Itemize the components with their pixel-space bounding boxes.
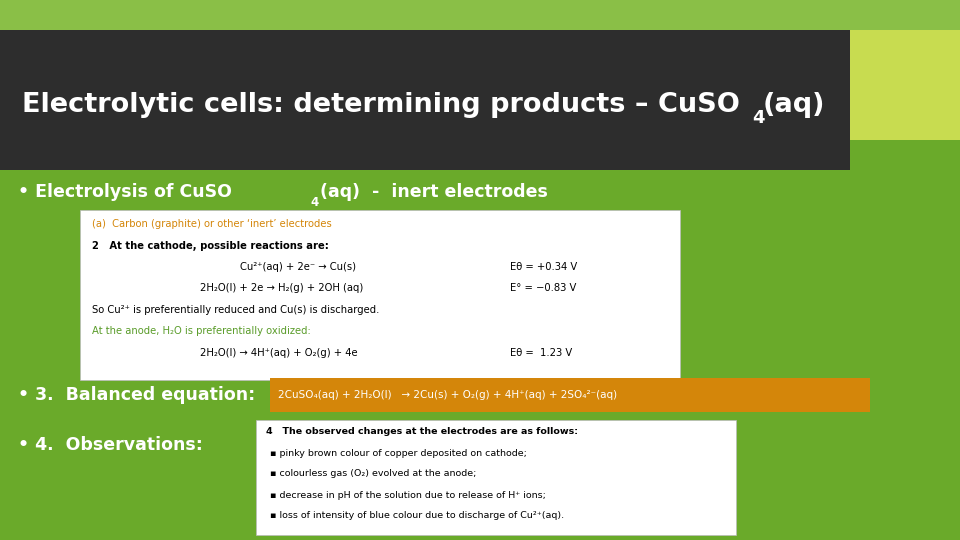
Text: (a)  Carbon (graphite) or other ‘inert’ electrodes: (a) Carbon (graphite) or other ‘inert’ e… (92, 219, 332, 229)
Text: Cu²⁺(aq) + 2e⁻ → Cu(s): Cu²⁺(aq) + 2e⁻ → Cu(s) (240, 262, 356, 272)
Text: Eθ =  1.23 V: Eθ = 1.23 V (510, 348, 572, 358)
Text: 2H₂O(l) → 4H⁺(aq) + O₂(g) + 4e: 2H₂O(l) → 4H⁺(aq) + O₂(g) + 4e (200, 348, 358, 358)
Text: ▪ loss of intensity of blue colour due to discharge of Cu²⁺(aq).: ▪ loss of intensity of blue colour due t… (270, 511, 564, 521)
Text: • 4.  Observations:: • 4. Observations: (18, 436, 203, 454)
Bar (80, 210, 680, 380)
Text: (aq)  -  inert electrodes: (aq) - inert electrodes (320, 183, 548, 201)
Text: ▪ pinky brown colour of copper deposited on cathode;: ▪ pinky brown colour of copper deposited… (270, 449, 527, 457)
Bar (850, 30, 960, 140)
Text: 4: 4 (310, 195, 319, 208)
Text: 4   The observed changes at the electrodes are as follows:: 4 The observed changes at the electrodes… (266, 428, 578, 436)
Text: (aq): (aq) (763, 92, 826, 118)
Text: • 3.  Balanced equation:: • 3. Balanced equation: (18, 386, 255, 404)
Text: Eθ = +0.34 V: Eθ = +0.34 V (510, 262, 577, 272)
Text: So Cu²⁺ is preferentially reduced and Cu(s) is discharged.: So Cu²⁺ is preferentially reduced and Cu… (92, 305, 379, 315)
Text: ▪ colourless gas (O₂) evolved at the anode;: ▪ colourless gas (O₂) evolved at the ano… (270, 469, 476, 478)
Text: ▪ decrease in pH of the solution due to release of H⁺ ions;: ▪ decrease in pH of the solution due to … (270, 490, 546, 500)
Text: 2   At the cathode, possible reactions are:: 2 At the cathode, possible reactions are… (92, 241, 329, 251)
Bar (270, 378, 870, 412)
Bar (256, 420, 736, 535)
Text: Electrolytic cells: determining products – CuSO: Electrolytic cells: determining products… (22, 92, 740, 118)
Text: At the anode, H₂O is preferentially oxidized:: At the anode, H₂O is preferentially oxid… (92, 326, 311, 336)
Bar (0, 0, 960, 30)
Text: 2H₂O(l) + 2e → H₂(g) + 2OH (aq): 2H₂O(l) + 2e → H₂(g) + 2OH (aq) (200, 283, 363, 293)
Text: 4: 4 (752, 109, 764, 127)
Text: E° = −0.83 V: E° = −0.83 V (510, 283, 576, 293)
Text: 2CuSO₄(aq) + 2H₂O(l)   → 2Cu(s) + O₂(g) + 4H⁺(aq) + 2SO₄²⁻(aq): 2CuSO₄(aq) + 2H₂O(l) → 2Cu(s) + O₂(g) + … (278, 390, 617, 400)
Bar (0, 30, 850, 170)
Text: • Electrolysis of CuSO: • Electrolysis of CuSO (18, 183, 232, 201)
